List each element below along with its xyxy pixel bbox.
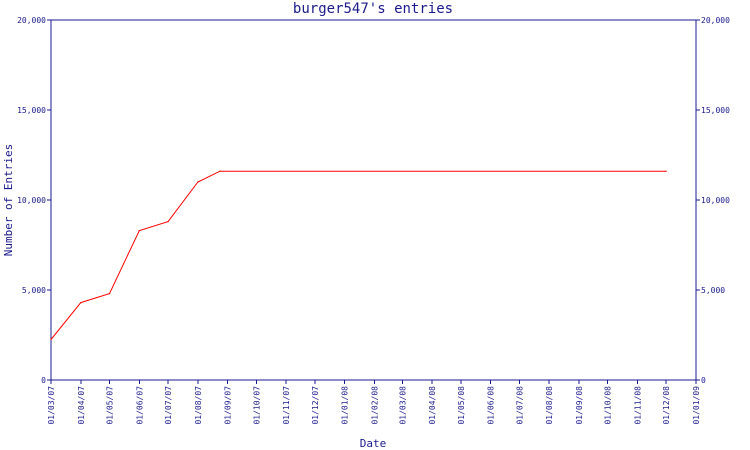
y-tick-label-right: 10,000 <box>701 196 730 205</box>
x-tick-label: 01/11/08 <box>633 386 642 425</box>
x-tick-label: 01/03/07 <box>47 386 56 425</box>
x-tick-label: 01/12/08 <box>662 386 671 425</box>
y-tick-label-right: 0 <box>701 376 706 385</box>
data-point <box>219 170 221 172</box>
data-point <box>80 302 82 304</box>
y-tick-label-left: 0 <box>41 376 46 385</box>
x-tick-label: 01/06/08 <box>487 386 496 425</box>
y-tick-label-right: 5,000 <box>701 286 725 295</box>
data-point <box>665 170 667 172</box>
x-tick-label: 01/12/07 <box>311 386 320 425</box>
x-tick-label: 01/10/07 <box>252 386 261 425</box>
x-tick-label: 01/06/07 <box>135 386 144 425</box>
x-axis-label: Date <box>360 437 387 450</box>
x-tick-label: 01/02/08 <box>370 386 379 425</box>
y-tick-label-left: 5,000 <box>22 286 46 295</box>
y-tick-label-left: 10,000 <box>17 196 46 205</box>
x-tick-label: 01/04/08 <box>428 386 437 425</box>
x-tick-label: 01/04/07 <box>77 386 86 425</box>
x-tick-label: 01/08/08 <box>545 386 554 425</box>
plot-frame <box>50 19 697 381</box>
y-tick-label-right: 20,000 <box>701 16 730 25</box>
x-tick-label: 01/09/08 <box>575 386 584 425</box>
x-tick-label: 01/07/08 <box>515 386 524 425</box>
x-tick-label: 01/01/09 <box>692 386 701 425</box>
x-tick-label: 01/11/07 <box>282 386 291 425</box>
y-tick-label-left: 20,000 <box>17 16 46 25</box>
x-tick-label: 01/09/07 <box>224 386 233 425</box>
data-point <box>197 181 199 183</box>
y-axis-label: Number of Entries <box>2 144 15 257</box>
x-tick-label: 01/01/08 <box>341 386 350 425</box>
x-tick-label: 01/03/08 <box>398 386 407 425</box>
data-point <box>108 293 111 295</box>
y-tick-label-right: 15,000 <box>701 106 730 115</box>
chart-title: burger547's entries <box>293 1 453 17</box>
data-point <box>50 338 52 341</box>
x-tick-label: 01/05/07 <box>106 386 115 425</box>
x-tick-label: 01/10/08 <box>604 386 613 425</box>
series-line <box>50 170 667 340</box>
data-point <box>138 230 140 232</box>
x-tick-label: 01/05/08 <box>457 386 466 425</box>
x-tick-label: 01/07/07 <box>164 386 173 425</box>
x-tick-label: 01/08/07 <box>194 386 203 425</box>
data-point <box>167 221 169 223</box>
y-tick-label-left: 15,000 <box>17 106 46 115</box>
